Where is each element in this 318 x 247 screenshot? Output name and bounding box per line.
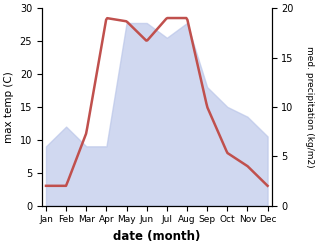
Y-axis label: max temp (C): max temp (C) (4, 71, 14, 143)
X-axis label: date (month): date (month) (113, 230, 200, 243)
Y-axis label: med. precipitation (kg/m2): med. precipitation (kg/m2) (305, 46, 314, 168)
